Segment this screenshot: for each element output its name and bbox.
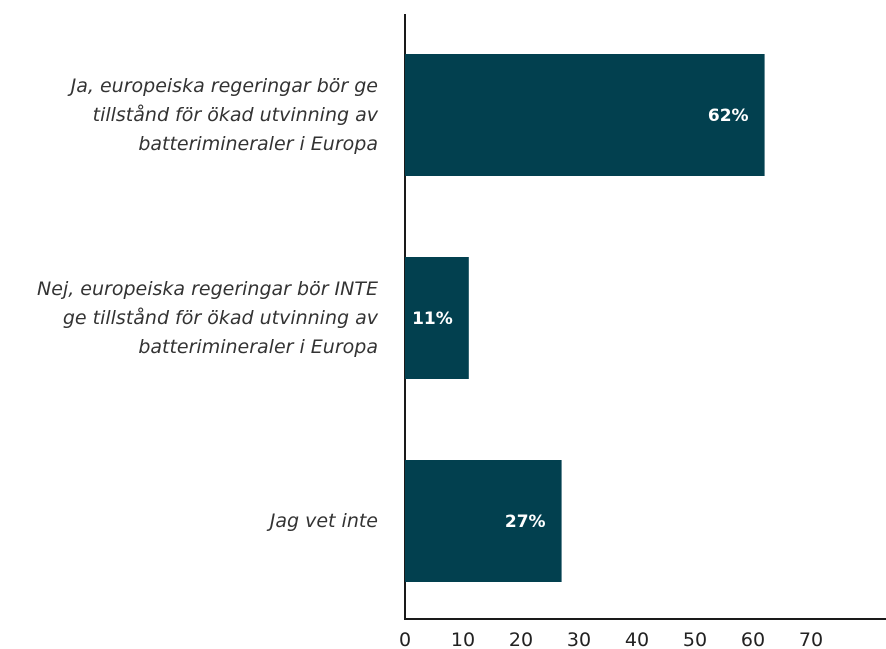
x-tick-label-3: 30 [567, 629, 591, 649]
bar-0 [405, 54, 765, 176]
x-tick-label-6: 60 [741, 629, 765, 649]
category-label-1-line-0: Nej, europeiska regeringar bör INTE [37, 278, 378, 300]
x-ticks-group: 0 10 20 30 40 50 60 70 [399, 629, 823, 649]
x-tick-label-7: 70 [799, 629, 823, 649]
category-label-0-line-1: tillstånd för ökad utvinning av [93, 103, 379, 126]
x-tick-label-2: 20 [509, 629, 533, 649]
category-label-1-line-1: ge tillstånd för ökad utvinning av [63, 306, 379, 329]
category-label-0-line-2: batterimineraler i Europa [138, 133, 378, 155]
bar-1 [405, 257, 469, 379]
x-tick-label-1: 10 [451, 629, 475, 649]
bar-value-label-0: 62% [708, 106, 749, 126]
category-label-2-line-0: Jag vet inte [266, 510, 378, 532]
category-label-1-line-2: batterimineraler i Europa [138, 336, 378, 358]
category-label-0-line-0: Ja, europeiska regeringar bör ge [67, 75, 378, 97]
bar-value-label-1: 11% [412, 309, 453, 329]
x-tick-label-0: 0 [399, 629, 411, 649]
x-tick-label-4: 40 [625, 629, 649, 649]
bar-value-label-2: 27% [505, 512, 546, 532]
x-tick-label-5: 50 [683, 629, 707, 649]
bar-2 [405, 460, 562, 582]
bars-group: 62% Ja, europeiska regeringar bör ge tills… [37, 54, 765, 582]
